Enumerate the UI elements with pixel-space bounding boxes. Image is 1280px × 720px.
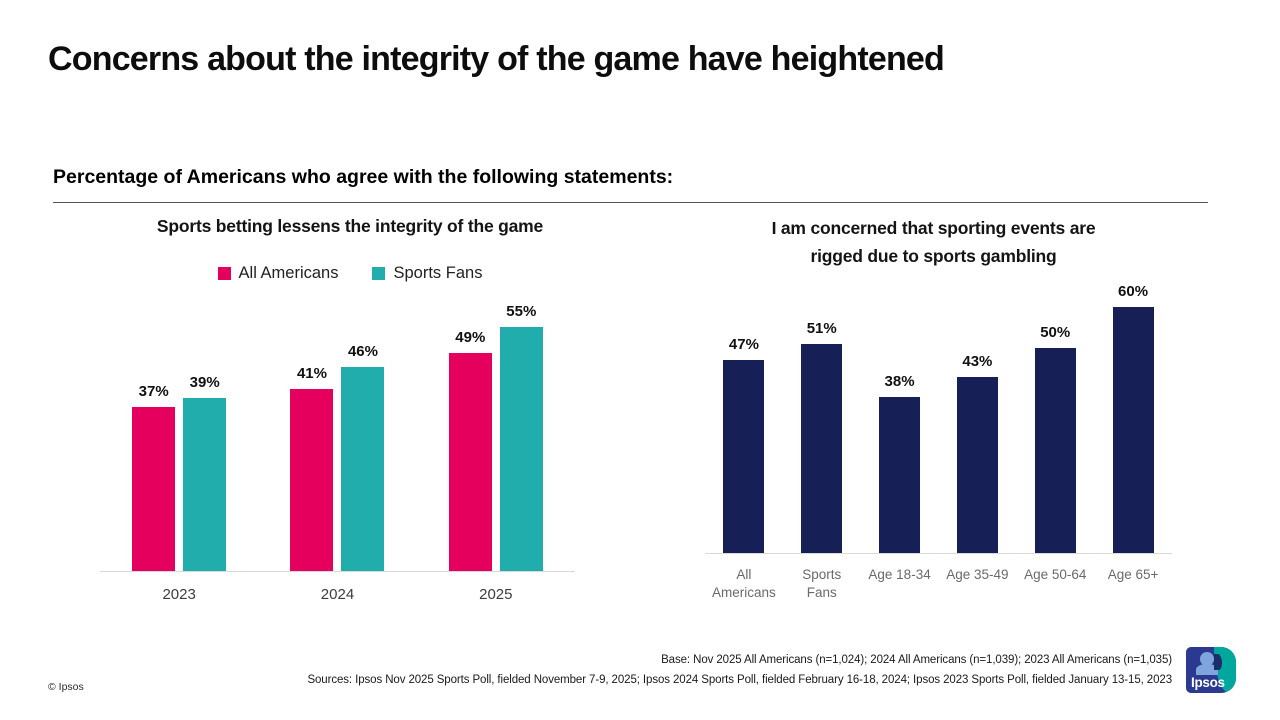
legend-item-sports-fans: Sports Fans [372, 264, 482, 283]
x-axis-label-2025: 2025 [479, 586, 513, 603]
bar-group-2023: 37% 39% [100, 374, 258, 571]
grouped-bar-plot: 37% 39% 41% 46% 49% 55% [100, 303, 575, 572]
x-axis-label-2023: 2023 [162, 586, 196, 603]
x-axis-label-age-50-64: Age 50-64 [1016, 566, 1094, 602]
bar-all-americans-2024: 41% [290, 365, 334, 571]
bar-age-65-: 60% [1112, 283, 1154, 553]
bar-all-americans-2025: 49% [448, 329, 492, 571]
x-axis-label-line: Age 65+ [1107, 567, 1159, 582]
legend-swatch-all-americans [217, 267, 231, 280]
bar-group-2024: 41% 46% [258, 343, 416, 571]
ipsos-logo-profile-icon [1214, 654, 1222, 670]
bar-slot-age-65-: 60% [1094, 283, 1172, 553]
x-axis-label-line: Fans [806, 585, 837, 600]
bar-all-americans-2023: 37% [132, 383, 176, 571]
bar-slot-age-50-64: 50% [1016, 324, 1094, 553]
bar-group-2025: 49% 55% [417, 303, 575, 571]
copyright: © Ipsos [48, 681, 84, 693]
legend-label: All Americans [238, 264, 339, 282]
bar-plot: 47% 51% 38% 43% 50% 60% [705, 283, 1172, 554]
ipsos-logo-head-icon [1200, 652, 1214, 666]
divider-line [53, 202, 1208, 203]
x-axis-label-sports-fans: Sports Fans [783, 566, 861, 602]
chart-rigged-concern: I am concerned that sporting events are … [700, 214, 1172, 624]
bar-slot-age-35-49: 43% [938, 353, 1016, 553]
footnote-sources: Sources: Ipsos Nov 2025 Sports Poll, fie… [307, 674, 1172, 686]
x-axis-label-line: Sports [802, 567, 842, 582]
x-axis-label-age-35-49: Age 35-49 [938, 566, 1016, 602]
bar-value-label: 37% [138, 383, 169, 400]
bar-value-label: 43% [962, 353, 993, 370]
ipsos-logo-wordmark: Ipsos [1191, 675, 1225, 690]
x-axis-label-2024: 2024 [320, 586, 355, 603]
bar-value-label: 38% [884, 373, 915, 390]
chart-title: Sports betting lessens the integrity of … [156, 216, 544, 236]
legend-label: Sports Fans [393, 264, 483, 282]
bar-sports-fans-2025: 55% [499, 303, 543, 571]
section-subtitle: Percentage of Americans who agree with t… [53, 166, 674, 188]
chart-sports-betting-integrity: Sports betting lessens the integrity of … [100, 214, 600, 624]
bar-value-label: 47% [728, 336, 759, 353]
ipsos-logo-figure-icon [1196, 664, 1218, 675]
bar-value-label: 50% [1040, 324, 1071, 341]
x-axis-label-line: Age 50-64 [1024, 567, 1087, 582]
x-axis-label-line: Americans [712, 585, 776, 600]
bar-value-label: 55% [506, 303, 537, 320]
legend-item-all-americans: All Americans [217, 264, 339, 283]
ipsos-logo: Ipsos [1186, 647, 1236, 693]
x-axis-label-all-americans: All Americans [705, 566, 783, 602]
bar-age-50-64: 50% [1034, 324, 1076, 553]
bar-sports-fans: 51% [801, 320, 843, 553]
footnotes: Base: Nov 2025 All Americans (n=1,024); … [162, 650, 1172, 690]
x-axis-labels: All Americans Sports Fans Age 18-34 Age 35-49… [705, 566, 1172, 602]
bar-sports-fans-2024: 46% [341, 343, 385, 571]
bar-age-18-34: 38% [879, 373, 921, 553]
bar-slot-all-americans: 47% [705, 336, 783, 553]
x-axis-label-age-18-34: Age 18-34 [861, 566, 939, 602]
x-axis-label-line: Age 35-49 [946, 567, 1009, 582]
bar-all-americans: 47% [723, 336, 765, 553]
bar-value-label: 39% [189, 374, 220, 391]
chart-title-line-1: I am concerned that sporting events are [771, 218, 1096, 238]
bar-age-35-49: 43% [956, 353, 998, 553]
x-axis-label-line: Age 18-34 [868, 567, 931, 582]
page-title: Concerns about the integrity of the game… [48, 40, 945, 78]
bar-value-label: 49% [455, 329, 486, 346]
chart-title-line-2: rigged due to sports gambling [810, 246, 1057, 266]
footnote-base: Base: Nov 2025 All Americans (n=1,024); … [661, 654, 1172, 666]
bar-sports-fans-2023: 39% [183, 374, 227, 571]
legend: All Americans Sports Fans [100, 264, 600, 283]
x-axis-label-age-65-: Age 65+ [1094, 566, 1172, 602]
legend-swatch-sports-fans [372, 267, 386, 280]
x-axis-label-line: All [736, 567, 752, 582]
bar-value-label: 46% [347, 343, 378, 360]
bar-value-label: 41% [296, 365, 327, 382]
bar-value-label: 60% [1118, 283, 1149, 300]
bar-slot-sports-fans: 51% [783, 320, 861, 553]
bar-value-label: 51% [806, 320, 837, 337]
x-axis-labels: 2023 2024 2025 [100, 586, 575, 603]
bar-slot-age-18-34: 38% [861, 373, 939, 553]
chart-title: I am concerned that sporting events are … [700, 214, 1167, 270]
